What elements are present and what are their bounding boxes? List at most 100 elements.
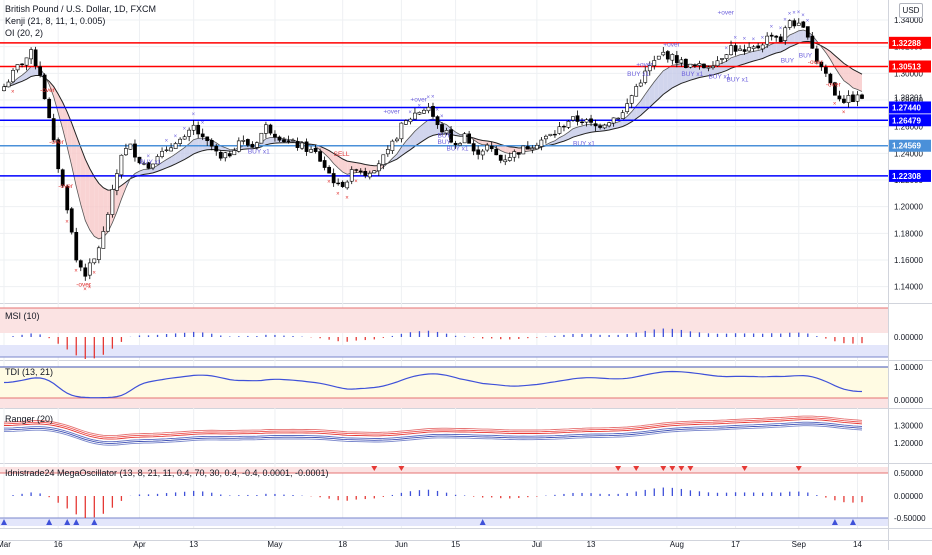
msi-pane-title[interactable]: MSI (10) xyxy=(5,311,40,321)
candle-body xyxy=(855,94,860,102)
candle-body xyxy=(340,181,345,187)
over-label: +over xyxy=(717,10,734,17)
symbol-title[interactable]: British Pound / U.S. Dollar, 1D, FXCM xyxy=(5,4,157,14)
signal-cross: × xyxy=(734,35,738,41)
currency-button[interactable]: USD xyxy=(899,3,923,18)
candle-body xyxy=(47,98,52,119)
mega-buy-triangle xyxy=(46,519,53,525)
mega-sell-triangle xyxy=(615,466,622,471)
price-level-label: 1.32288 xyxy=(892,39,921,48)
candle-body xyxy=(760,44,765,50)
candle-body xyxy=(408,118,413,123)
kenji-band-segment xyxy=(143,169,149,175)
price-level-tag xyxy=(889,60,931,73)
time-axis-label: 13 xyxy=(587,540,596,549)
candle-body xyxy=(823,67,828,74)
candle-body xyxy=(521,145,526,155)
kenji-band-segment xyxy=(148,168,154,174)
candle-body xyxy=(24,57,29,66)
kenji-band-segment xyxy=(496,142,501,151)
ranger-pane-title[interactable]: Ranger (20) xyxy=(5,414,54,424)
ranger-line xyxy=(3,423,863,444)
candle-body xyxy=(715,60,720,67)
kenji-band-segment xyxy=(753,50,759,62)
candle-body xyxy=(620,112,625,119)
over-label: -over xyxy=(58,183,74,190)
candle-body xyxy=(250,143,255,148)
over-label: -over xyxy=(40,87,56,94)
candle-body xyxy=(711,65,715,69)
kenji-band-segment xyxy=(175,150,181,164)
candle-body xyxy=(525,146,530,150)
main-legend: British Pound / U.S. Dollar, 1D, FXCM Ke… xyxy=(5,3,156,39)
candle-body xyxy=(422,109,426,114)
candle-body xyxy=(264,124,268,134)
over-label: -over xyxy=(49,139,65,146)
kenji-band-segment xyxy=(243,145,248,150)
price-tick-label: 1.18000 xyxy=(894,229,923,238)
candle-body xyxy=(431,106,435,117)
kenji-band-segment xyxy=(776,42,781,54)
oi-indicator-label[interactable]: OI (20, 2) xyxy=(5,28,44,38)
candle-body xyxy=(196,124,201,135)
candle-body xyxy=(738,48,742,51)
candle-body xyxy=(503,159,508,163)
candle-body xyxy=(674,55,679,64)
mega-sell-triangle xyxy=(795,466,802,471)
mega-upper-zone xyxy=(0,467,888,473)
candle-body xyxy=(331,173,336,184)
candle-body xyxy=(38,66,43,76)
candle-body xyxy=(602,124,607,129)
price-level-tag xyxy=(889,101,931,114)
tdi-lower-zone xyxy=(0,398,888,408)
kenji-band-segment xyxy=(423,119,429,141)
candle-body xyxy=(313,147,318,152)
candle-body xyxy=(404,120,408,125)
kenji-band-segment xyxy=(157,162,163,172)
kenji-band-segment xyxy=(582,124,587,135)
candle-body xyxy=(534,144,539,150)
buy-label: BUY x1 xyxy=(681,71,703,78)
signal-cross: × xyxy=(833,101,837,107)
kenji-indicator-label[interactable]: Kenji (21, 8, 11, 1, 0.005) xyxy=(5,16,106,26)
kenji-band-segment xyxy=(740,54,745,66)
indicator-tick-label: 0.50000 xyxy=(894,469,923,478)
tdi-pane-title[interactable]: TDI (13, 21) xyxy=(5,367,54,377)
candle-body xyxy=(268,124,273,134)
megaosc-pane-title[interactable]: Idnistrade24 MegaOscillator (13, 8, 21, … xyxy=(5,468,329,478)
kenji-band-segment xyxy=(116,185,122,212)
candle-body xyxy=(444,130,449,134)
kenji-band-segment xyxy=(694,64,700,79)
candle-body xyxy=(566,120,571,128)
candle-body xyxy=(200,133,205,137)
candle-body xyxy=(376,163,381,172)
candle-body xyxy=(449,129,453,143)
candle-body xyxy=(756,45,761,49)
ranger-line xyxy=(4,415,863,437)
signal-cross: × xyxy=(201,121,205,127)
candle-body xyxy=(769,34,774,37)
candle-body xyxy=(842,98,846,103)
signal-cross: × xyxy=(797,10,801,16)
candle-body xyxy=(381,154,386,165)
candle-body xyxy=(706,66,711,69)
candle-body xyxy=(128,143,133,150)
mega-buy-triangle xyxy=(73,519,80,525)
candle-body xyxy=(259,132,264,144)
candle-body xyxy=(462,133,467,144)
buy-label: BUY x1 xyxy=(727,76,749,83)
over-label: +over xyxy=(383,108,400,115)
candle-body xyxy=(20,63,24,66)
kenji-band-segment xyxy=(685,64,691,82)
candle-body xyxy=(65,186,70,211)
mega-sell-triangle xyxy=(660,466,667,471)
candle-body xyxy=(440,124,444,133)
kenji-band-segment xyxy=(98,183,104,239)
kenji-band-segment xyxy=(342,158,348,175)
signal-cross: × xyxy=(83,287,87,293)
msi-lower-zone xyxy=(0,345,888,357)
kenji-band-segment xyxy=(771,42,777,55)
kenji-band-segment xyxy=(171,153,176,166)
